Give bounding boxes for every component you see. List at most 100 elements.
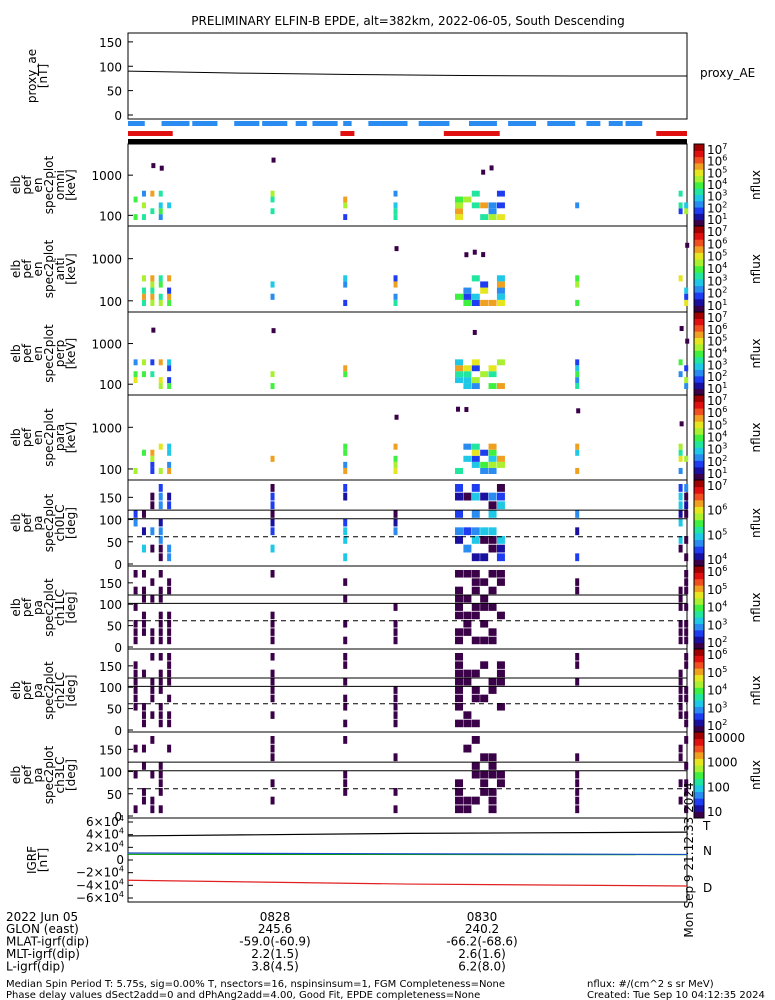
spectrogram-pixel: [141, 570, 146, 578]
spectrogram-pixel: [150, 492, 155, 501]
spectrogram-pixel: [393, 293, 398, 300]
colorbar-tick-label: 104: [707, 600, 727, 615]
ylabel-line: spec2plot: [42, 493, 56, 552]
colorbar-segment: [694, 629, 704, 637]
spectrogram-pixel: [496, 661, 505, 669]
spectrogram-pixel: [685, 242, 690, 248]
colorbar-segment: [694, 617, 704, 624]
spectrogram-pixel: [488, 805, 497, 814]
black-indicator-bar: [128, 139, 687, 144]
spectrogram-pixel: [150, 544, 155, 553]
colorbar-segment: [694, 758, 704, 766]
ytick-label: 150: [99, 743, 122, 757]
colorbar-segment: [694, 804, 704, 812]
ylabel-line: [keV]: [64, 422, 78, 453]
spectrogram-pixel: [684, 484, 689, 492]
spectrogram-pixel: [471, 570, 480, 578]
ylabel-line: en: [31, 346, 45, 361]
spectrogram-pixel: [455, 661, 464, 669]
spectrogram-pixel: [141, 586, 146, 595]
spectrogram-pixel: [496, 703, 505, 711]
spectrogram-pixel: [393, 214, 398, 220]
spectrogram-pixel: [463, 678, 472, 686]
spectrogram-pixel: [167, 365, 172, 372]
spectrogram-pixel: [270, 492, 275, 501]
ylabel-line: [deg]: [64, 592, 78, 624]
spectrogram-pixel: [684, 719, 689, 728]
colorbar-segment: [694, 395, 704, 403]
colorbar-segment: [694, 738, 704, 746]
ytick-label: 150: [99, 577, 122, 591]
spectrogram-pixel: [455, 603, 464, 611]
colorbar-segment: [694, 382, 704, 390]
colorbar-segment: [694, 493, 704, 501]
colorbar-tick-label: 1000: [707, 756, 738, 770]
proxy-ae-line: [127, 70, 687, 77]
ylabel-line: spec2plot: [42, 578, 56, 637]
spectrogram-pixel: [158, 527, 163, 536]
spectrogram-pixel: [480, 578, 489, 586]
colorbar-label: nflux: [749, 423, 763, 453]
spectrogram-pixel: [133, 467, 138, 474]
colorbar-label: nflux: [749, 254, 763, 284]
spectrogram-pixel: [158, 703, 163, 711]
spectrogram-pixel: [141, 628, 146, 636]
spectrogram-pixel: [455, 377, 464, 384]
spectrogram-pixel: [471, 299, 480, 306]
colorbar-tick-label: 100: [707, 780, 730, 794]
spectrogram-pixel: [158, 595, 163, 603]
spectrogram-pixel: [167, 377, 172, 384]
spectrogram-pixel: [684, 501, 689, 510]
spectrogram-pixel: [343, 281, 348, 288]
spectrogram-pixel: [158, 501, 163, 510]
igrf-legend: D: [703, 881, 712, 895]
colorbar-segment: [694, 453, 704, 461]
spectrogram-pixel: [167, 636, 172, 645]
spectrogram-pixel: [471, 796, 480, 805]
row-value: 6.2(8.0): [458, 960, 506, 974]
ytick-label: 100: [99, 463, 122, 477]
spectrogram-pixel: [270, 686, 275, 694]
spectrogram-pixel: [464, 252, 469, 258]
spectrogram-pixel: [678, 779, 683, 788]
panels-group: proxy_ae[nT]150100500proxy_AEelbpefenspe…: [9, 32, 763, 938]
ytick-label: 50: [107, 703, 122, 717]
spectrogram-pixel: [141, 449, 146, 456]
spectrogram-pixel: [393, 711, 398, 719]
colorbar-segment: [694, 506, 704, 514]
ytick-label: 0: [114, 558, 122, 572]
spectrogram-pixel: [678, 536, 683, 544]
spectrogram-pixel: [496, 678, 505, 686]
spectrogram-pixel: [167, 501, 172, 510]
spectrogram-pixel: [456, 406, 461, 412]
spectrogram-pixel: [575, 377, 580, 384]
colorbar-segment: [694, 719, 704, 727]
spectrogram-pixel: [488, 636, 497, 645]
spectrogram-pixel: [684, 620, 689, 628]
spectrogram-pixel: [575, 586, 580, 595]
spectrogram-pixel: [167, 492, 172, 501]
spectrogram-pixel: [393, 299, 398, 306]
spectrogram-pixel: [471, 365, 480, 372]
spectrogram-pixel: [167, 553, 172, 562]
spectrogram-pixel: [684, 287, 689, 294]
spectrogram-pixel: [496, 544, 505, 553]
spectrogram-pixel: [343, 461, 348, 468]
proxy-ae-legend: proxy_AE: [700, 66, 755, 80]
spectrogram-pixel: [684, 202, 689, 209]
colorbar-label: nflux: [749, 170, 763, 200]
spectrogram-pixel: [343, 449, 348, 456]
spectrogram-pixel: [158, 620, 163, 628]
colorbar-tick-label: 106: [707, 564, 727, 579]
spectrogram-pixel: [575, 770, 580, 779]
panel-frame: [127, 225, 688, 313]
spectrogram-pixel: [394, 414, 399, 420]
row-label: MLAT-igrf(dip): [6, 935, 89, 949]
spectrogram-pixel: [496, 611, 505, 620]
spectrogram-pixel: [167, 383, 172, 389]
spectrogram-pixel: [684, 628, 689, 636]
spectrogram-pixel: [393, 805, 398, 814]
spectrogram-pixel: [463, 711, 472, 719]
spectrogram-pixel: [488, 214, 497, 220]
